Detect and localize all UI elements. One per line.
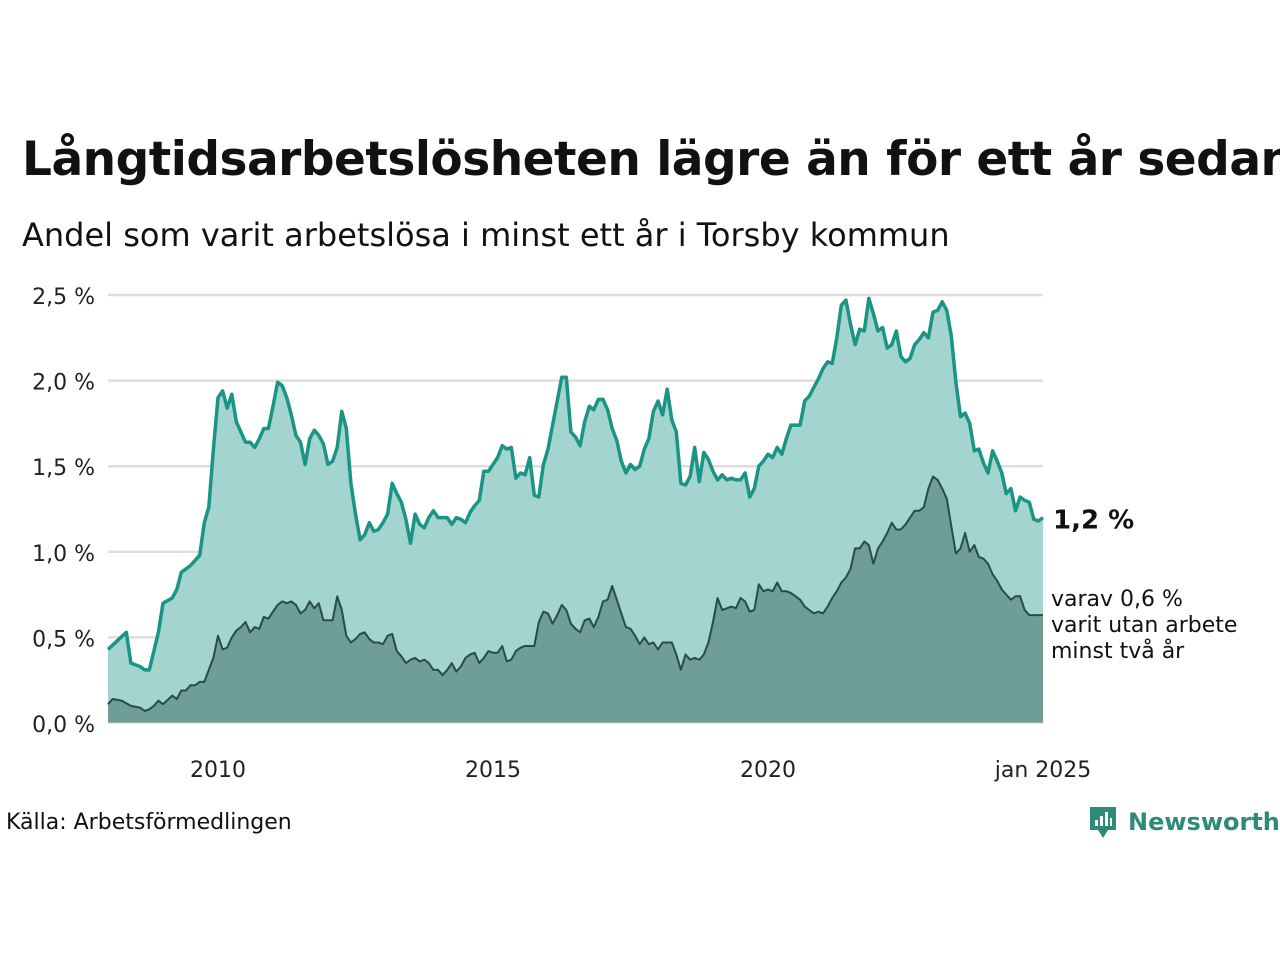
x-tick-label: jan 2025	[994, 758, 1092, 783]
chart-subtitle: Andel som varit arbetslösa i minst ett å…	[22, 216, 950, 254]
chart-title: Långtidsarbetslösheten lägre än för ett …	[22, 132, 1280, 187]
y-tick-label: 0,5 %	[32, 627, 95, 652]
line-total-unemployed	[106, 296, 1045, 672]
source-note: Källa: Arbetsförmedlingen	[6, 810, 292, 835]
y-tick-label: 2,5 %	[32, 285, 95, 310]
area-long-term-unemployed	[108, 476, 1043, 723]
end-label-total: 1,2 %	[1053, 506, 1134, 536]
line-long-term-unemployed	[107, 475, 1043, 712]
y-tick-label: 1,0 %	[32, 542, 95, 567]
end-label-long-line: varit utan arbete	[1051, 613, 1237, 638]
brand-name: Newsworthy	[1128, 808, 1280, 836]
y-tick-label: 1,5 %	[32, 456, 95, 481]
x-tick-label: 2015	[465, 758, 521, 783]
end-label-long-line: minst två år	[1051, 638, 1185, 664]
x-tick-label: 2010	[190, 758, 246, 783]
y-tick-label: 0,0 %	[32, 713, 95, 738]
axes: 0,0 % 0,5 % 1,0 % 1,5 % 2,0 % 2,5 % 2010 2015 20…	[32, 285, 1091, 783]
brand-logo[interactable]: Newsworthy	[1088, 802, 1280, 842]
newsworthy-logo-icon	[1088, 806, 1118, 838]
end-label-long-line: varav 0,6 %	[1051, 587, 1183, 612]
x-tick-label: 2020	[740, 758, 796, 783]
y-tick-label: 2,0 %	[32, 371, 95, 396]
